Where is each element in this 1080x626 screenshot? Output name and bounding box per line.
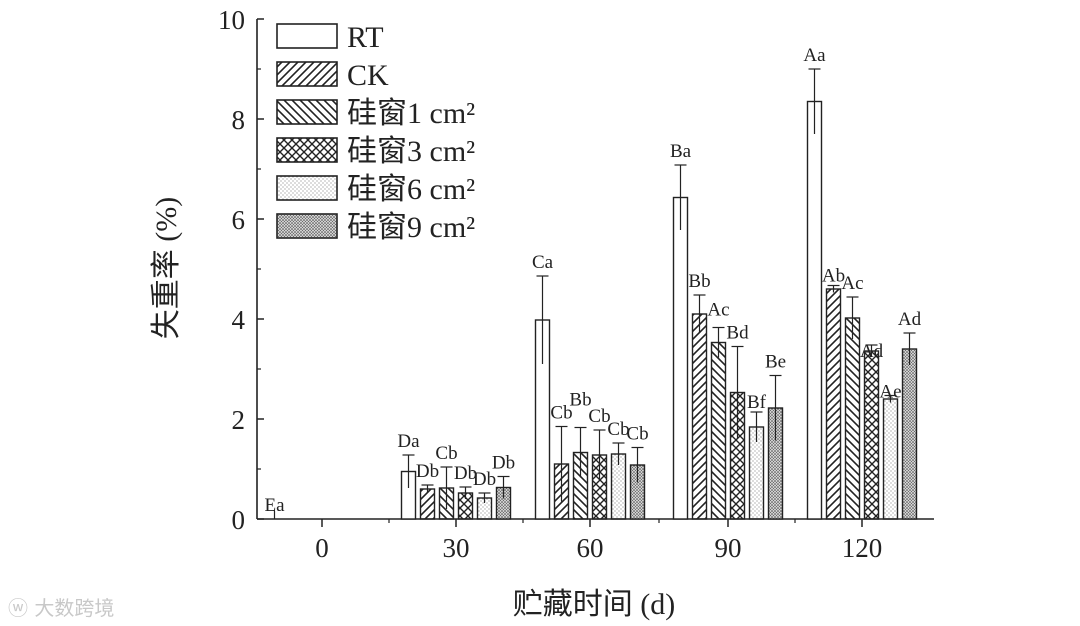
legend-label: 硅窗9 cm² [347, 211, 475, 244]
bar [691, 313, 708, 520]
significance-label: Bd [726, 323, 749, 344]
significance-label: Ab [822, 266, 845, 287]
significance-label: Bb [688, 271, 710, 292]
x-axis-label: 贮藏时间 (d) [513, 588, 675, 621]
significance-label: Cb [626, 424, 648, 445]
bar [806, 100, 823, 520]
significance-label: Ac [841, 273, 863, 294]
legend-swatch [276, 99, 338, 125]
significance-label: Cb [435, 443, 457, 464]
legend-label: 硅窗1 cm² [347, 97, 475, 130]
y-tick-label: 4 [232, 305, 246, 335]
x-tick-label: 60 [577, 533, 604, 563]
legend-swatch [276, 175, 338, 201]
watermark: ⓦ 大数跨境 [8, 592, 114, 621]
y-tick-label: 0 [232, 505, 246, 535]
significance-label: Ba [670, 141, 692, 162]
significance-label: Ac [707, 300, 729, 321]
significance-label: Ad [898, 309, 922, 330]
significance-label: Bb [569, 390, 591, 411]
legend-swatch [276, 61, 338, 87]
significance-label: Da [397, 431, 420, 452]
y-tick-label: 8 [232, 105, 246, 135]
x-tick-label: 90 [715, 533, 742, 563]
bar [901, 348, 918, 520]
y-axis-label: 失重率 (%) [150, 197, 183, 339]
y-tick-label: 10 [218, 5, 245, 35]
bar [672, 196, 689, 520]
legend-swatch [276, 23, 338, 49]
bar [863, 350, 880, 520]
legend: RT CK 硅窗1 cm² 硅窗3 cm² 硅窗6 cm² 硅窗9 cm² [276, 21, 475, 244]
watermark-text: 大数跨境 [34, 596, 115, 620]
significance-label: Ea [264, 495, 285, 516]
significance-label: Db [416, 461, 439, 482]
logo-icon: ⓦ [8, 596, 28, 620]
bar [844, 317, 861, 520]
significance-label: Db [473, 469, 496, 490]
significance-label: Aa [803, 45, 826, 66]
legend-label: RT [347, 21, 384, 54]
legend-label: 硅窗3 cm² [347, 135, 475, 168]
legend-swatch [276, 137, 338, 163]
x-tick-label: 30 [443, 533, 470, 563]
significance-label: Ca [532, 252, 554, 273]
significance-label: Db [454, 463, 477, 484]
significance-label: Cb [607, 419, 629, 440]
y-tick-label: 2 [232, 405, 246, 435]
legend-label: 硅窗6 cm² [347, 173, 475, 206]
significance-label: Ae [879, 382, 901, 403]
significance-label: Ad [860, 341, 884, 362]
x-tick-label: 120 [842, 533, 883, 563]
bar [825, 288, 842, 520]
bar [710, 341, 727, 520]
significance-label: Db [492, 453, 515, 474]
x-tick-label: 0 [315, 533, 329, 563]
legend-swatch [276, 213, 338, 239]
legend-label: CK [347, 59, 389, 92]
y-tick-label: 6 [232, 205, 246, 235]
bar [882, 398, 899, 520]
significance-label: Cb [550, 403, 572, 424]
significance-label: Be [765, 352, 786, 373]
bar [419, 488, 436, 520]
significance-label: Cb [588, 406, 610, 427]
significance-label: Bf [747, 392, 767, 413]
